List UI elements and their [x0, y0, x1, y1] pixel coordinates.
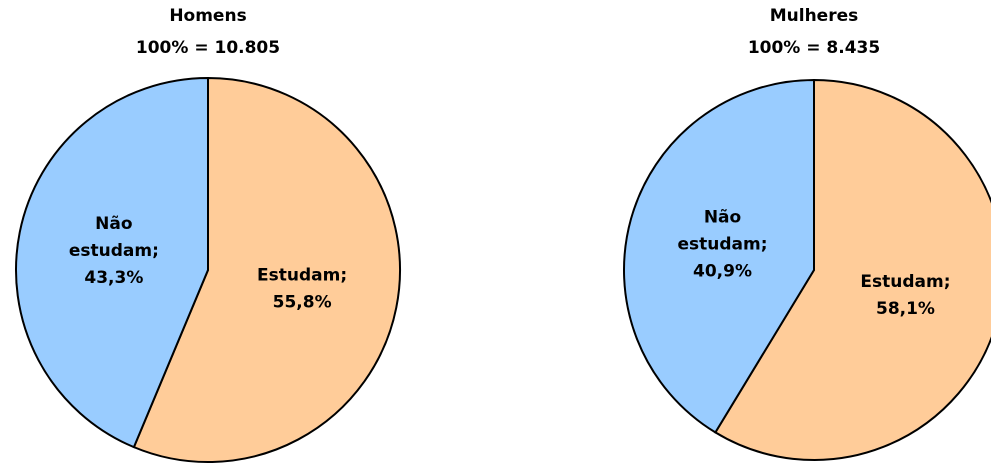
slice-category: Estudam;	[257, 265, 347, 285]
pie-slice	[15, 76, 209, 449]
slice-category-line: estudam;	[69, 241, 159, 261]
pie-slice	[132, 76, 401, 463]
slice-value-label: 40,9%	[693, 261, 752, 281]
chart-subtitle: 100% = 8.435	[748, 38, 880, 58]
slice-category: Estudam;	[860, 272, 950, 292]
pie-slice	[623, 78, 815, 434]
slice-value-label: 55,8%	[273, 292, 332, 312]
slice-category: Não estudam;	[69, 214, 159, 261]
slice-category-line: Não	[95, 214, 132, 234]
chart-title: Mulheres	[770, 6, 859, 26]
slice-value-label: 43,3%	[84, 268, 143, 288]
pie-slice	[713, 78, 991, 461]
slice-value-label: 58,1%	[876, 299, 935, 319]
slice-category: Não estudam;	[678, 207, 768, 254]
chart-subtitle: 100% = 10.805	[136, 38, 280, 58]
slice-category-line: estudam;	[678, 234, 768, 254]
chart-title: Homens	[169, 6, 246, 26]
slice-category-line: Não	[704, 207, 741, 227]
